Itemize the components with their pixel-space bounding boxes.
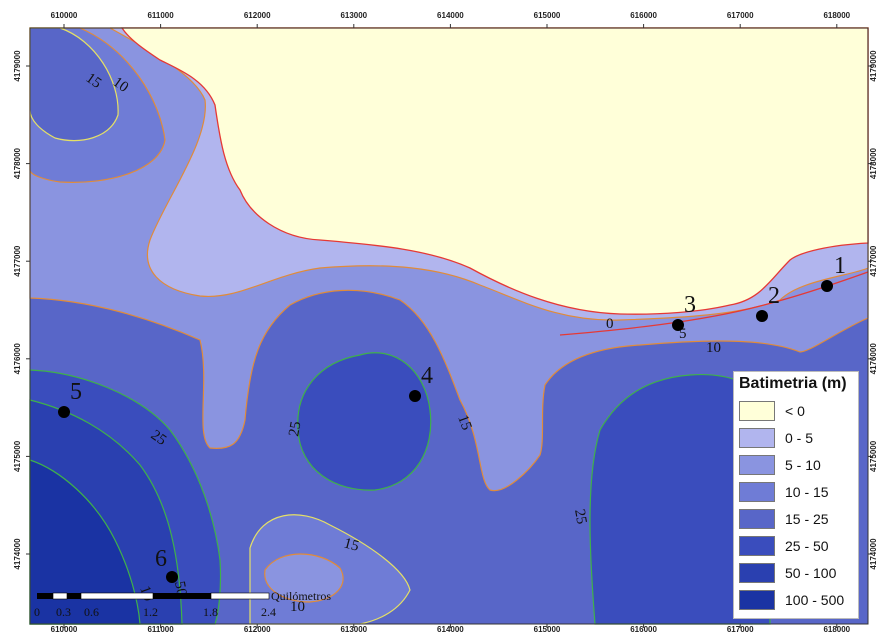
legend: Batimetria (m) < 0 0 - 5 5 - 10 10 - 15 15 -… — [733, 371, 859, 619]
zone-100-500-left — [29, 459, 141, 625]
y-tick-label: 4175000 — [869, 440, 878, 472]
legend-label: 15 - 25 — [785, 511, 829, 527]
x-tick-label: 611000 — [147, 625, 174, 632]
svg-text:5: 5 — [70, 379, 82, 405]
x-tick-label: 616000 — [630, 11, 657, 20]
x-tick-label: 616000 — [630, 625, 657, 632]
scale-tick: 2.4 — [261, 605, 276, 619]
zone-25-50-center — [297, 352, 432, 491]
contour-label: 0 — [606, 316, 614, 332]
legend-swatch — [739, 401, 775, 421]
y-tick-label: 4179000 — [13, 50, 22, 82]
legend-swatch — [739, 563, 775, 583]
contour-label: 10 — [290, 599, 305, 615]
legend-item: 50 - 100 — [739, 562, 836, 584]
sample-point-5: 5 — [58, 379, 82, 418]
scale-tick: 1.2 — [143, 605, 158, 619]
legend-item: 10 - 15 — [739, 481, 829, 503]
legend-label: 5 - 10 — [785, 457, 821, 473]
x-tick-label: 614000 — [437, 11, 464, 20]
sample-point-3: 3 — [672, 292, 696, 331]
x-tick-label: 617000 — [727, 11, 754, 20]
x-tick-label: 610000 — [51, 625, 78, 632]
scale-tick: 1.8 — [203, 605, 218, 619]
x-tick-label: 610000 — [51, 11, 78, 20]
x-tick-label: 614000 — [437, 625, 464, 632]
x-tick-label: 617000 — [727, 625, 754, 632]
contour-label: 25 — [286, 420, 304, 438]
svg-text:3: 3 — [684, 292, 696, 318]
contour-label: 5 — [679, 326, 687, 342]
x-tick-label: 613000 — [340, 11, 367, 20]
y-tick-label: 4176000 — [13, 343, 22, 375]
sample-point-6: 6 — [155, 546, 178, 583]
scale-tick: 0.3 — [56, 605, 71, 619]
legend-item: 15 - 25 — [739, 508, 829, 530]
x-tick-label: 618000 — [823, 625, 850, 632]
y-tick-label: 4177000 — [13, 245, 22, 277]
contour-label: 15 — [454, 413, 474, 433]
legend-label: 100 - 500 — [785, 592, 845, 608]
y-tick-label: 4175000 — [13, 440, 22, 472]
svg-text:6: 6 — [155, 546, 167, 572]
y-tick-label: 4179000 — [869, 50, 878, 82]
svg-text:2: 2 — [768, 283, 780, 309]
legend-label: 50 - 100 — [785, 565, 837, 581]
y-tick-label: 4177000 — [869, 245, 878, 277]
zone-15-25-topleft — [29, 27, 119, 142]
scale-tick: 0 — [34, 605, 40, 619]
x-tick-label: 615000 — [534, 11, 561, 20]
legend-swatch — [739, 482, 775, 502]
legend-item: 5 - 10 — [739, 454, 821, 476]
y-tick-label: 4178000 — [869, 147, 878, 179]
map-frame — [29, 27, 869, 625]
zone-land — [120, 27, 869, 315]
legend-label: 25 - 50 — [785, 538, 829, 554]
legend-label: 10 - 15 — [785, 484, 829, 500]
scale-tick: 0.6 — [84, 605, 99, 619]
contour-label: 15 — [342, 535, 361, 554]
legend-label: 0 - 5 — [785, 430, 814, 446]
legend-item: 0 - 5 — [739, 427, 813, 449]
sample-point-4: 4 — [409, 363, 433, 402]
y-tick-label: 4176000 — [869, 343, 878, 375]
x-tick-label: 612000 — [244, 625, 271, 632]
sample-point-1: 1 — [821, 253, 846, 292]
legend-item: < 0 — [739, 400, 805, 422]
svg-text:1: 1 — [834, 253, 846, 279]
legend-label: < 0 — [785, 403, 805, 419]
x-axis-top: 610000 611000 612000 613000 614000 615000 6160… — [51, 11, 851, 28]
y-tick-label: 4174000 — [13, 538, 22, 570]
legend-swatch — [739, 509, 775, 529]
x-tick-label: 611000 — [147, 11, 174, 20]
y-axis-right: 4179000 4178000 4177000 4176000 4175000 41740… — [868, 50, 878, 570]
contour-label: 25 — [571, 508, 589, 526]
legend-item: 25 - 50 — [739, 535, 829, 557]
x-tick-label: 613000 — [340, 625, 367, 632]
scale-bar: Quilómetros 0 0.3 0.6 1.2 1.8 2.4 — [34, 589, 331, 619]
y-tick-label: 4178000 — [13, 147, 22, 179]
x-tick-label: 612000 — [244, 11, 271, 20]
contour-0-line — [559, 271, 869, 336]
contour-label: 10 — [706, 340, 721, 356]
legend-title: Batimetria (m) — [739, 375, 847, 392]
legend-swatch — [739, 455, 775, 475]
x-axis-bottom: 610000 611000 612000 613000 614000 615000 6160… — [51, 624, 851, 632]
legend-swatch — [739, 590, 775, 610]
scale-unit: Quilómetros — [271, 589, 331, 603]
zone-5-10-bottom — [264, 553, 344, 603]
y-tick-label: 4174000 — [869, 538, 878, 570]
legend-swatch — [739, 536, 775, 556]
sample-point-2: 2 — [756, 283, 780, 322]
x-tick-label: 615000 — [534, 625, 561, 632]
legend-swatch — [739, 428, 775, 448]
legend-item: 100 - 500 — [739, 589, 844, 611]
svg-text:4: 4 — [421, 363, 433, 389]
x-tick-label: 618000 — [823, 11, 850, 20]
y-axis-left: 4179000 4178000 4177000 4176000 4175000 41740… — [13, 50, 30, 570]
